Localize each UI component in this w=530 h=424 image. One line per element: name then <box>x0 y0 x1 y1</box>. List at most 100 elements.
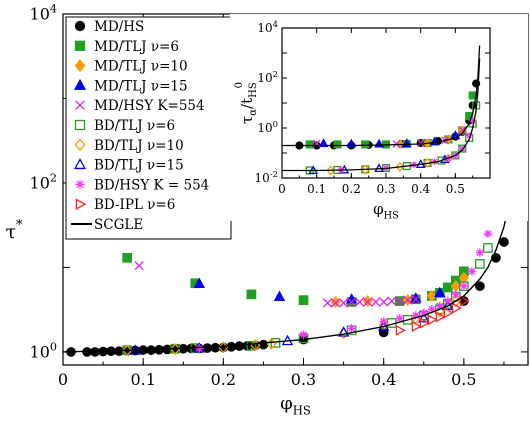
inset-point-md-tlj15-upper <box>318 138 329 148</box>
main-point-md-hsy-k-554 <box>362 297 373 307</box>
main-point-bd-tlj-6 <box>402 314 413 325</box>
legend-marker <box>75 198 87 211</box>
legend-label: MD/TLJ ν=15 <box>94 78 188 94</box>
main-point-bd-hsy-k-554 <box>443 296 453 306</box>
inset-point-md-tlj-upper <box>333 140 342 149</box>
main-x-tick-label: 0.3 <box>291 370 316 389</box>
inset-y-axis-title: τα/tHS0 <box>234 82 259 124</box>
legend-marker <box>73 78 87 90</box>
main-point-bd-tlj-6 <box>475 259 485 269</box>
main-point-md-hs <box>234 341 245 352</box>
inset-point-md-tlj-upper <box>465 112 474 121</box>
main-point-bd-ipl-6 <box>411 320 422 332</box>
main-point-bd-hsy-k-554 <box>459 281 469 291</box>
main-x-axis-title: φHS <box>280 393 311 417</box>
legend-label: MD/HS <box>94 19 144 35</box>
inset-point-bd10-lower <box>423 157 432 169</box>
legend-label: BD/HSY K = 554 <box>94 177 209 193</box>
legend-item: BD-IPL ν=6 <box>75 197 175 213</box>
main-y-axis-title: τ* <box>5 218 23 243</box>
legend-item: MD/HS <box>74 19 144 35</box>
legend-label: MD/TLJ ν=6 <box>94 39 179 55</box>
main-point-bd-hsy-k-554 <box>395 314 404 323</box>
main-point-md-tlj-15 <box>273 290 286 301</box>
legend-label: BD/TLJ ν=15 <box>94 158 184 174</box>
main-point-md-tlj-6 <box>246 289 257 300</box>
legend-label: MD/HSY K=554 <box>94 98 205 114</box>
inset-x-tick-label: 0.2 <box>342 182 361 196</box>
main-point-md-hsy-k-554 <box>371 297 381 307</box>
inset-data-layer <box>282 45 481 176</box>
main-point-bd-ipl-6 <box>419 317 430 329</box>
main-point-md-hs <box>210 342 221 353</box>
main-point-md-tlj-15 <box>193 277 206 289</box>
inset-series-line-scgle-lower <box>282 58 481 172</box>
inset-y-tick-label: 100 <box>257 119 278 135</box>
main-point-bd-hsy-k-554 <box>419 308 428 318</box>
main-point-md-tlj-6 <box>298 295 309 305</box>
main-point-md-hsy-k-554 <box>411 294 421 304</box>
main-point-bd-ipl-6 <box>443 307 454 319</box>
main-point-bd-hsy-k-554 <box>347 324 356 333</box>
legend-label: SCGLE <box>94 217 143 233</box>
main-point-bd-hsy-k-554 <box>483 229 493 239</box>
inset-point-bd15-lower <box>374 163 384 173</box>
main-point-bd-hsy-k-554 <box>411 311 420 320</box>
inset-point-md-hsy-upper <box>416 139 425 147</box>
inset-point-md-hsy-upper <box>392 140 401 148</box>
main-point-md-hs <box>218 342 229 353</box>
main-x-tick-label: 0.2 <box>211 370 236 389</box>
main-point-bd-ipl-6 <box>459 295 470 307</box>
main-point-md-hsy-k-554 <box>346 297 357 307</box>
main-y-tick-label: 104 <box>30 2 57 23</box>
main-point-bd-hsy-k-554 <box>299 330 308 339</box>
inset-x-tick-label: 0.3 <box>376 182 395 196</box>
main-point-bd-tlj-10 <box>170 343 181 356</box>
inset-point-md-tlj-upper <box>361 140 370 149</box>
inset-plot: 0 0.1 0.2 0.3 0.4 0.5 10-2 100 102 104 φHS τα/tHS0 <box>230 14 528 222</box>
main-point-md-hsy-k-554 <box>403 295 413 305</box>
inset-x-tick-label: 0 <box>278 182 286 196</box>
main-point-md-hsy-k-554 <box>322 298 333 308</box>
legend-item: BD/TLJ ν=10 <box>74 138 184 154</box>
main-point-md-hsy-k-554 <box>330 298 341 308</box>
main-point-md-hs <box>475 281 485 292</box>
main-point-md-hsy-k-554 <box>379 297 389 307</box>
main-y-tick-label: 100 <box>30 340 57 361</box>
main-point-bd-tlj-15 <box>418 312 430 323</box>
inset-point-bd10-lower <box>360 164 370 175</box>
legend-label: BD-IPL ν=6 <box>94 197 175 213</box>
inset-x-tick-label: 0.4 <box>411 182 430 196</box>
main-point-md-hsy-k-554 <box>395 296 405 306</box>
main-point-md-hs <box>90 347 100 357</box>
legend-marker <box>73 158 87 170</box>
legend-marker <box>74 20 86 32</box>
inset-x-tick-label: 0.5 <box>446 182 465 196</box>
legend-label: MD/TLJ ν=10 <box>94 59 188 75</box>
legend-marker <box>75 100 85 111</box>
main-point-bd-hsy-k-554 <box>451 290 461 299</box>
main-point-md-hs <box>499 237 509 247</box>
main-point-bd-ipl-6 <box>427 314 438 326</box>
inset-point-bd10-lower <box>326 165 335 176</box>
main-point-md-hs <box>226 341 237 352</box>
main-point-bd-tlj-10 <box>122 344 133 357</box>
main-point-bd-tlj-15 <box>337 326 350 337</box>
main-point-bd-ipl-6 <box>395 324 406 336</box>
legend-item: BD/TLJ ν=15 <box>73 158 184 174</box>
legend-marker <box>74 59 86 73</box>
main-point-bd-hsy-k-554 <box>475 248 485 257</box>
legend-marker <box>74 40 86 51</box>
main-point-bd-hsy-k-554 <box>195 344 204 353</box>
inset-point-bd-hsy-lower <box>465 132 473 139</box>
main-point-md-hs <box>258 339 269 350</box>
main-point-bd-tlj-6 <box>483 243 493 253</box>
main-point-bd-hsy-k-554 <box>467 267 477 276</box>
main-point-md-hsy-k-554 <box>387 296 397 306</box>
inset-point-bd-hsy-lower <box>458 145 466 152</box>
main-point-md-tlj-10 <box>426 289 437 302</box>
main-point-md-tlj-6 <box>442 282 453 293</box>
main-point-bd-ipl-6 <box>451 302 462 314</box>
legend-box <box>65 16 232 240</box>
